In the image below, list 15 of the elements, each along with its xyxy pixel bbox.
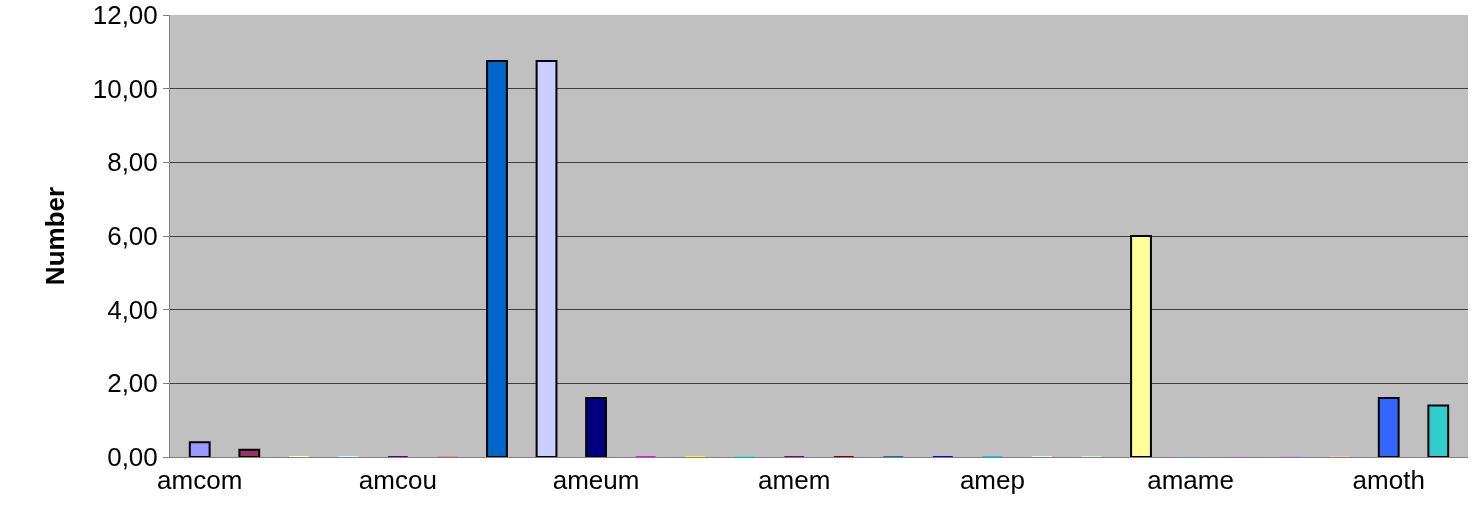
y-tick-label: 12,00 [92, 0, 158, 31]
y-tick-label: 4,00 [107, 294, 158, 325]
x-tick-label: amcou [358, 465, 437, 496]
x-tick-label: amame [1147, 465, 1234, 496]
y-tick-label: 10,00 [92, 73, 158, 104]
x-tick-label: amcom [157, 465, 243, 496]
y-tick-label: 6,00 [107, 221, 158, 252]
y-tick-label: 2,00 [107, 368, 158, 399]
x-tick-label: ameum [552, 465, 640, 496]
x-tick-label: amoth [1352, 465, 1425, 496]
y-tick-label: 8,00 [107, 147, 158, 178]
y-axis-title: Number [40, 186, 71, 286]
y-tick-label: 0,00 [107, 442, 158, 473]
x-tick-label: amem [758, 465, 831, 496]
x-tick-label: amep [959, 465, 1025, 496]
